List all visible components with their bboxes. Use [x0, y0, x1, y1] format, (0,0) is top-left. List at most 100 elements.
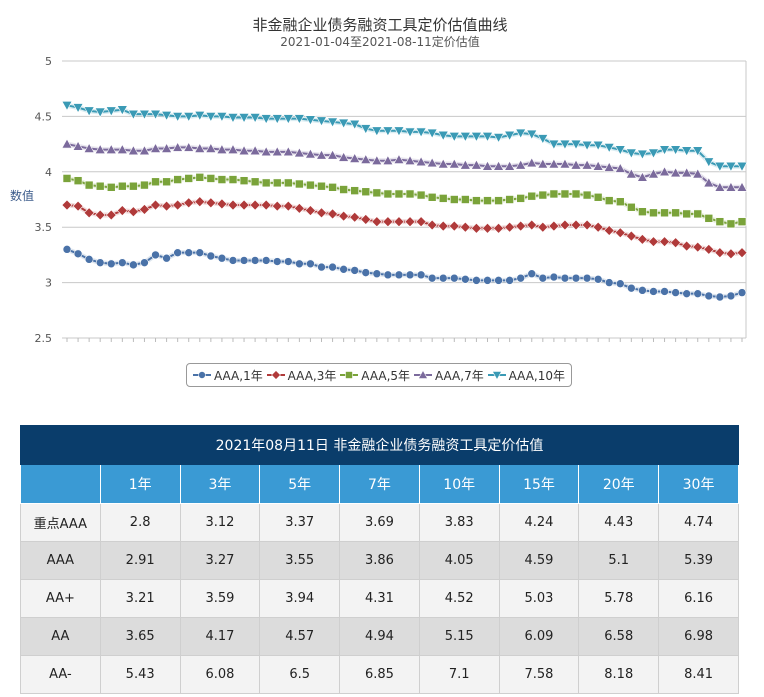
data-point[interactable]: [416, 270, 426, 280]
data-point[interactable]: [62, 174, 72, 183]
data-point[interactable]: [361, 268, 371, 277]
data-point[interactable]: [472, 196, 481, 205]
data-point[interactable]: [272, 257, 282, 266]
data-point[interactable]: [183, 112, 195, 123]
data-point[interactable]: [647, 148, 659, 159]
data-point[interactable]: [282, 114, 294, 125]
data-point[interactable]: [504, 130, 516, 141]
data-point[interactable]: [559, 139, 571, 150]
data-point[interactable]: [426, 157, 438, 168]
data-point[interactable]: [603, 161, 615, 172]
data-point[interactable]: [670, 167, 682, 178]
data-point[interactable]: [238, 145, 250, 156]
data-point[interactable]: [339, 265, 348, 274]
data-point[interactable]: [505, 195, 514, 204]
data-point[interactable]: [205, 142, 217, 153]
data-point[interactable]: [625, 230, 637, 242]
data-point[interactable]: [703, 177, 715, 188]
data-point[interactable]: [250, 177, 260, 187]
data-point[interactable]: [459, 221, 471, 233]
data-point[interactable]: [227, 113, 239, 124]
data-point[interactable]: [295, 259, 304, 269]
data-point[interactable]: [95, 181, 105, 191]
data-point[interactable]: [360, 124, 372, 135]
data-point[interactable]: [647, 168, 659, 179]
data-point[interactable]: [527, 269, 537, 279]
data-point[interactable]: [116, 144, 128, 154]
data-point[interactable]: [614, 227, 626, 239]
data-point[interactable]: [61, 138, 73, 149]
data-point[interactable]: [427, 192, 437, 202]
data-point[interactable]: [725, 181, 737, 192]
data-point[interactable]: [172, 199, 184, 211]
data-point[interactable]: [293, 202, 305, 214]
data-point[interactable]: [737, 288, 747, 297]
data-point[interactable]: [448, 132, 460, 142]
data-point[interactable]: [582, 273, 592, 283]
data-point[interactable]: [360, 153, 372, 164]
data-point[interactable]: [105, 209, 117, 221]
data-point[interactable]: [493, 222, 504, 234]
data-point[interactable]: [681, 240, 693, 252]
data-point[interactable]: [72, 200, 84, 212]
data-point[interactable]: [515, 159, 527, 170]
data-point[interactable]: [625, 168, 637, 179]
data-point[interactable]: [393, 126, 405, 137]
data-point[interactable]: [271, 200, 283, 212]
data-point[interactable]: [238, 113, 250, 124]
data-point[interactable]: [471, 222, 482, 234]
data-point[interactable]: [239, 256, 249, 265]
data-point[interactable]: [83, 106, 95, 117]
data-point[interactable]: [206, 251, 216, 261]
data-point[interactable]: [437, 130, 449, 141]
data-point[interactable]: [284, 257, 293, 266]
data-point[interactable]: [660, 287, 669, 296]
data-point[interactable]: [714, 247, 726, 259]
data-point[interactable]: [570, 139, 582, 150]
data-point[interactable]: [571, 273, 581, 283]
data-point[interactable]: [129, 260, 138, 270]
data-point[interactable]: [559, 219, 571, 231]
data-point[interactable]: [437, 158, 449, 169]
data-point[interactable]: [426, 128, 438, 139]
data-point[interactable]: [638, 207, 647, 216]
data-point[interactable]: [282, 146, 294, 157]
data-point[interactable]: [582, 190, 592, 200]
data-point[interactable]: [437, 220, 449, 232]
data-point[interactable]: [72, 140, 84, 151]
data-point[interactable]: [317, 262, 326, 272]
data-point[interactable]: [416, 190, 426, 200]
data-point[interactable]: [84, 255, 94, 264]
data-point[interactable]: [649, 208, 658, 218]
data-point[interactable]: [184, 174, 194, 183]
data-point[interactable]: [726, 291, 736, 301]
data-point[interactable]: [449, 195, 459, 204]
data-point[interactable]: [315, 116, 328, 127]
data-point[interactable]: [216, 144, 228, 154]
data-point[interactable]: [195, 248, 205, 257]
data-point[interactable]: [205, 197, 217, 209]
data-point[interactable]: [725, 248, 737, 260]
legend-item-4[interactable]: AAA,7年: [413, 367, 484, 384]
data-point[interactable]: [61, 101, 73, 111]
data-point[interactable]: [151, 250, 160, 260]
data-point[interactable]: [636, 171, 648, 182]
data-point[interactable]: [184, 248, 194, 257]
legend-item-3[interactable]: AAA,5年: [340, 367, 410, 384]
data-point[interactable]: [483, 196, 492, 205]
data-point[interactable]: [393, 153, 405, 164]
data-point[interactable]: [228, 175, 238, 184]
data-point[interactable]: [548, 139, 560, 150]
data-point[interactable]: [559, 158, 571, 169]
data-point[interactable]: [316, 207, 327, 219]
data-point[interactable]: [481, 132, 494, 142]
data-point[interactable]: [105, 144, 117, 154]
data-point[interactable]: [548, 220, 560, 232]
data-point[interactable]: [282, 200, 294, 212]
data-point[interactable]: [470, 132, 482, 142]
data-point[interactable]: [504, 160, 516, 171]
data-point[interactable]: [394, 270, 404, 280]
data-point[interactable]: [537, 221, 549, 233]
data-point[interactable]: [726, 219, 736, 229]
data-point[interactable]: [73, 249, 83, 259]
